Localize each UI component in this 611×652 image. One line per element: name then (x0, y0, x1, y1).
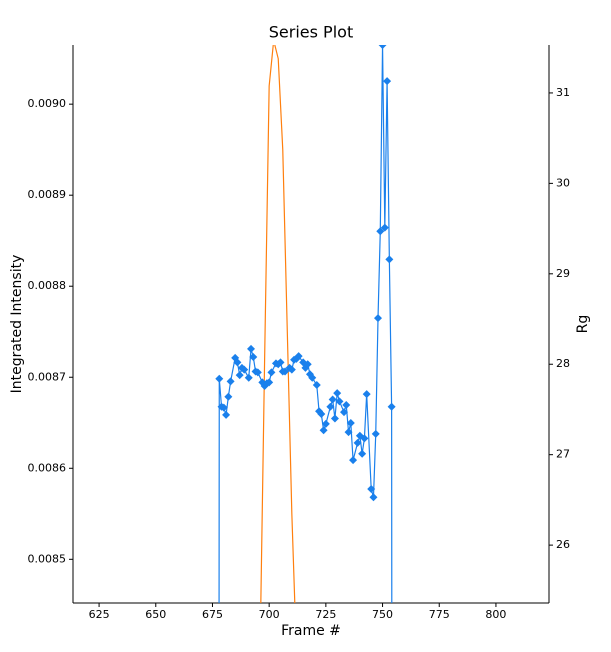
series-marker (374, 314, 383, 323)
series-marker (224, 392, 233, 401)
y-tick-label: 0.0085 (28, 552, 67, 565)
plot-area (215, 45, 396, 603)
series-marker (353, 438, 362, 447)
series-marker (367, 485, 376, 494)
series-marker (369, 493, 378, 502)
x-tick-label: 700 (259, 608, 280, 621)
series-marker (249, 353, 258, 362)
y2-tick-label: 30 (556, 176, 570, 189)
series-marker (319, 426, 328, 435)
x-tick-label: 725 (315, 608, 336, 621)
y2-tick-label: 26 (556, 538, 570, 551)
series-marker (233, 358, 242, 367)
chart-title: Series Plot (269, 23, 353, 42)
y-axis-title: Integrated Intensity (9, 255, 25, 394)
series-marker (294, 352, 303, 361)
y2-tick-label: 28 (556, 357, 570, 370)
series-marker (287, 365, 296, 374)
y2-axis-title: Rg (575, 315, 591, 334)
y2-tick-label: 29 (556, 267, 570, 280)
series-marker (308, 373, 317, 382)
x-tick-label: 625 (89, 608, 110, 621)
series-marker (344, 428, 353, 437)
series-marker (349, 456, 358, 465)
y2-tick-label: 27 (556, 448, 570, 461)
series-marker (358, 449, 367, 458)
series-marker (303, 360, 312, 369)
series-marker (312, 381, 321, 390)
series-marker (244, 373, 253, 382)
series-marker (362, 390, 371, 399)
series-marker (346, 419, 355, 428)
y-tick-label: 0.0086 (28, 461, 67, 474)
series-marker (333, 389, 342, 398)
series-marker (326, 402, 335, 411)
y-tick-label: 0.0088 (28, 279, 67, 292)
series-marker (317, 409, 326, 418)
series-marker (222, 410, 231, 419)
series-marker (385, 255, 394, 264)
series-line (260, 45, 296, 603)
series-marker (371, 429, 380, 438)
y-tick-label: 0.0090 (28, 97, 67, 110)
series-marker (281, 367, 290, 376)
series-marker (253, 368, 262, 377)
x-tick-label: 750 (372, 608, 393, 621)
series-marker (215, 374, 224, 383)
series-marker (380, 223, 389, 232)
series-marker (219, 403, 228, 412)
y-tick-label: 0.0087 (28, 370, 67, 383)
y2-tick-label: 31 (556, 86, 570, 99)
x-tick-label: 675 (202, 608, 223, 621)
series-marker (247, 344, 256, 353)
x-axis-title: Frame # (281, 623, 341, 639)
series-marker (360, 434, 369, 443)
series-marker (240, 365, 249, 374)
series-marker (330, 414, 339, 423)
series-line (218, 45, 393, 603)
series-marker (335, 397, 344, 406)
x-tick-label: 800 (485, 608, 506, 621)
series-marker (321, 419, 330, 428)
series-marker (226, 377, 235, 386)
y-tick-label: 0.0089 (28, 188, 67, 201)
series-marker (267, 368, 276, 377)
series-marker (376, 227, 385, 236)
series-marker (235, 371, 244, 380)
series-marker (342, 400, 351, 409)
series-marker (378, 45, 387, 49)
series-marker (339, 408, 348, 417)
series-marker (387, 402, 396, 411)
series-marker (265, 378, 274, 387)
series-marker (328, 395, 337, 404)
x-tick-label: 775 (429, 608, 450, 621)
x-tick-label: 650 (145, 608, 166, 621)
series-marker (276, 358, 285, 367)
series-marker (383, 77, 392, 86)
